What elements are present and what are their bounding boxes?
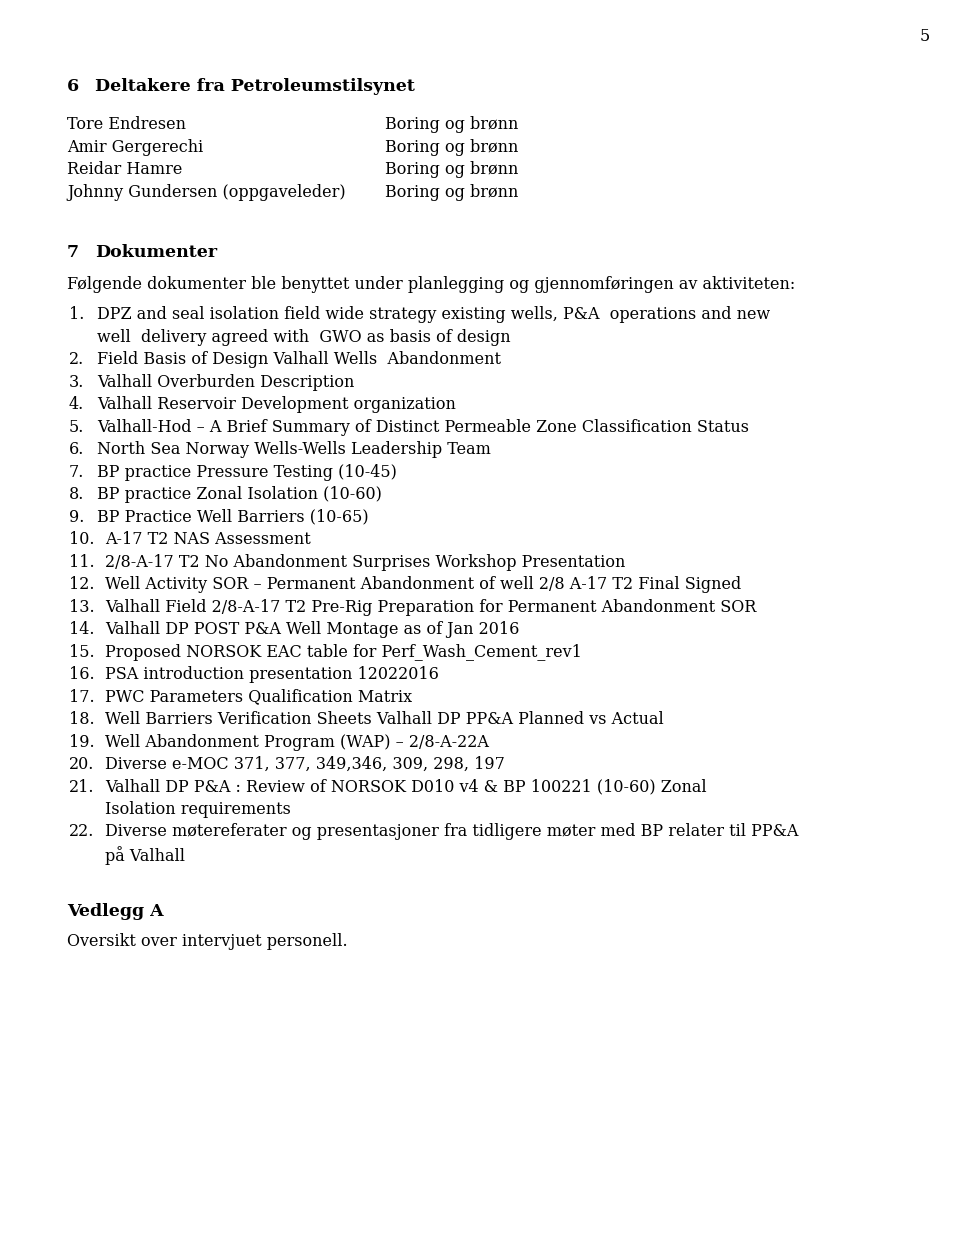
Text: Deltakere fra Petroleumstilsynet: Deltakere fra Petroleumstilsynet bbox=[95, 77, 415, 95]
Text: Boring og brønn: Boring og brønn bbox=[385, 161, 518, 179]
Text: Vedlegg A: Vedlegg A bbox=[67, 903, 163, 921]
Text: 7.: 7. bbox=[69, 463, 84, 481]
Text: Field Basis of Design Valhall Wells  Abandonment: Field Basis of Design Valhall Wells Aban… bbox=[97, 351, 501, 368]
Text: Valhall-Hod – A Brief Summary of Distinct Permeable Zone Classification Status: Valhall-Hod – A Brief Summary of Distinc… bbox=[97, 418, 749, 436]
Text: 22.: 22. bbox=[69, 823, 94, 841]
Text: Reidar Hamre: Reidar Hamre bbox=[67, 161, 182, 179]
Text: 2.: 2. bbox=[69, 351, 84, 368]
Text: Valhall Reservoir Development organization: Valhall Reservoir Development organizati… bbox=[97, 396, 456, 413]
Text: 6.: 6. bbox=[69, 441, 84, 458]
Text: 21.: 21. bbox=[69, 778, 94, 796]
Text: 6: 6 bbox=[67, 77, 79, 95]
Text: Well Activity SOR – Permanent Abandonment of well 2/8 A-17 T2 Final Signed: Well Activity SOR – Permanent Abandonmen… bbox=[105, 576, 741, 593]
Text: well  delivery agreed with  GWO as basis of design: well delivery agreed with GWO as basis o… bbox=[97, 328, 511, 346]
Text: 3.: 3. bbox=[69, 373, 84, 391]
Text: 12.: 12. bbox=[69, 576, 94, 593]
Text: 7: 7 bbox=[67, 244, 79, 261]
Text: Boring og brønn: Boring og brønn bbox=[385, 184, 518, 201]
Text: 4.: 4. bbox=[69, 396, 84, 413]
Text: Valhall Overburden Description: Valhall Overburden Description bbox=[97, 373, 354, 391]
Text: 5.: 5. bbox=[69, 418, 84, 436]
Text: PSA introduction presentation 12022016: PSA introduction presentation 12022016 bbox=[105, 666, 439, 683]
Text: Diverse møtereferater og presentasjoner fra tidligere møter med BP relater til P: Diverse møtereferater og presentasjoner … bbox=[105, 823, 799, 841]
Text: PWC Parameters Qualification Matrix: PWC Parameters Qualification Matrix bbox=[105, 688, 412, 706]
Text: 9.: 9. bbox=[69, 508, 84, 526]
Text: DPZ and seal isolation field wide strategy existing wells, P&A  operations and n: DPZ and seal isolation field wide strate… bbox=[97, 306, 770, 323]
Text: 18.: 18. bbox=[69, 711, 95, 728]
Text: 16.: 16. bbox=[69, 666, 95, 683]
Text: BP practice Pressure Testing (10-45): BP practice Pressure Testing (10-45) bbox=[97, 463, 396, 481]
Text: 13.: 13. bbox=[69, 598, 95, 616]
Text: Well Abandonment Program (WAP) – 2/8-A-22A: Well Abandonment Program (WAP) – 2/8-A-2… bbox=[105, 733, 489, 751]
Text: Well Barriers Verification Sheets Valhall DP PP&A Planned vs Actual: Well Barriers Verification Sheets Valhal… bbox=[105, 711, 663, 728]
Text: 5: 5 bbox=[920, 27, 930, 45]
Text: North Sea Norway Wells-Wells Leadership Team: North Sea Norway Wells-Wells Leadership … bbox=[97, 441, 491, 458]
Text: Amir Gergerechi: Amir Gergerechi bbox=[67, 139, 204, 155]
Text: Valhall Field 2/8-A-17 T2 Pre-Rig Preparation for Permanent Abandonment SOR: Valhall Field 2/8-A-17 T2 Pre-Rig Prepar… bbox=[105, 598, 756, 616]
Text: Oversikt over intervjuet personell.: Oversikt over intervjuet personell. bbox=[67, 933, 348, 950]
Text: 2/8-A-17 T2 No Abandonment Surprises Workshop Presentation: 2/8-A-17 T2 No Abandonment Surprises Wor… bbox=[105, 553, 625, 571]
Text: Dokumenter: Dokumenter bbox=[95, 244, 217, 261]
Text: 10.: 10. bbox=[69, 531, 94, 548]
Text: Diverse e-MOC 371, 377, 349,346, 309, 298, 197: Diverse e-MOC 371, 377, 349,346, 309, 29… bbox=[105, 756, 505, 773]
Text: Tore Endresen: Tore Endresen bbox=[67, 116, 186, 132]
Text: Valhall DP POST P&A Well Montage as of Jan 2016: Valhall DP POST P&A Well Montage as of J… bbox=[105, 621, 519, 638]
Text: Johnny Gundersen (oppgaveleder): Johnny Gundersen (oppgaveleder) bbox=[67, 184, 346, 201]
Text: BP Practice Well Barriers (10-65): BP Practice Well Barriers (10-65) bbox=[97, 508, 369, 526]
Text: Boring og brønn: Boring og brønn bbox=[385, 116, 518, 132]
Text: 14.: 14. bbox=[69, 621, 94, 638]
Text: 8.: 8. bbox=[69, 486, 84, 503]
Text: 1.: 1. bbox=[69, 306, 84, 323]
Text: A-17 T2 NAS Assessment: A-17 T2 NAS Assessment bbox=[105, 531, 311, 548]
Text: Følgende dokumenter ble benyttet under planlegging og gjennomføringen av aktivit: Følgende dokumenter ble benyttet under p… bbox=[67, 276, 795, 294]
Text: 20.: 20. bbox=[69, 756, 94, 773]
Text: Proposed NORSOK EAC table for Perf_Wash_Cement_rev1: Proposed NORSOK EAC table for Perf_Wash_… bbox=[105, 643, 582, 661]
Text: på Valhall: på Valhall bbox=[105, 846, 185, 864]
Text: Boring og brønn: Boring og brønn bbox=[385, 139, 518, 155]
Text: Valhall DP P&A : Review of NORSOK D010 v4 & BP 100221 (10-60) Zonal: Valhall DP P&A : Review of NORSOK D010 v… bbox=[105, 778, 707, 796]
Text: 11.: 11. bbox=[69, 553, 95, 571]
Text: 15.: 15. bbox=[69, 643, 95, 661]
Text: 19.: 19. bbox=[69, 733, 95, 751]
Text: BP practice Zonal Isolation (10-60): BP practice Zonal Isolation (10-60) bbox=[97, 486, 382, 503]
Text: Isolation requirements: Isolation requirements bbox=[105, 801, 291, 818]
Text: 17.: 17. bbox=[69, 688, 95, 706]
